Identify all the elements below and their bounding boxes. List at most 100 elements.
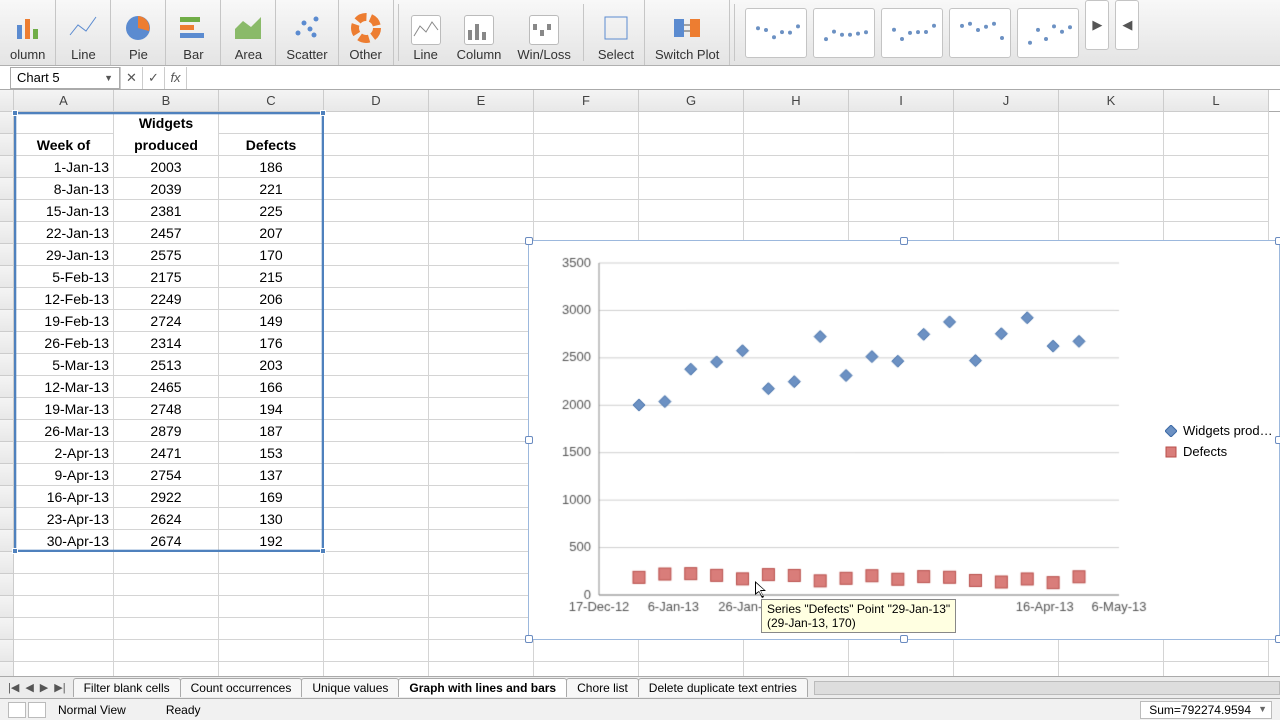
cell[interactable]: 194 <box>219 398 324 420</box>
cell[interactable]: 26-Feb-13 <box>14 332 114 354</box>
cell[interactable] <box>429 398 534 420</box>
cell[interactable] <box>429 244 534 266</box>
cell[interactable]: 26-Mar-13 <box>14 420 114 442</box>
cell[interactable] <box>429 200 534 222</box>
cell[interactable] <box>534 134 639 156</box>
cell[interactable] <box>744 200 849 222</box>
row-header[interactable] <box>0 552 14 574</box>
cell[interactable] <box>429 464 534 486</box>
cell[interactable] <box>324 178 429 200</box>
cell[interactable]: 12-Mar-13 <box>14 376 114 398</box>
row-header[interactable] <box>0 244 14 266</box>
tab-last-icon[interactable]: ▶| <box>52 681 67 694</box>
cell[interactable] <box>14 112 114 134</box>
cell[interactable]: 2879 <box>114 420 219 442</box>
cell[interactable] <box>324 640 429 662</box>
chart-resize-handle[interactable] <box>1275 436 1280 444</box>
cell[interactable] <box>429 112 534 134</box>
cell[interactable] <box>1059 178 1164 200</box>
column-header[interactable]: E <box>429 90 534 112</box>
cell[interactable]: 2175 <box>114 266 219 288</box>
cell[interactable]: 2624 <box>114 508 219 530</box>
cell[interactable]: 15-Jan-13 <box>14 200 114 222</box>
cell[interactable] <box>324 200 429 222</box>
cell[interactable] <box>14 640 114 662</box>
row-header[interactable] <box>0 640 14 662</box>
cell[interactable] <box>219 662 324 676</box>
cell[interactable] <box>849 200 954 222</box>
row-header[interactable] <box>0 574 14 596</box>
status-sum[interactable]: Sum=792274.9594 <box>1140 701 1272 719</box>
cell[interactable] <box>534 112 639 134</box>
cell-header[interactable]: Defects <box>219 134 324 156</box>
row-header[interactable] <box>0 112 14 134</box>
column-header[interactable]: F <box>534 90 639 112</box>
cell[interactable] <box>429 596 534 618</box>
cell[interactable]: 169 <box>219 486 324 508</box>
chart-layout-thumb[interactable] <box>949 8 1011 58</box>
cell[interactable] <box>744 134 849 156</box>
fx-icon[interactable]: fx <box>164 67 186 89</box>
cell[interactable] <box>114 596 219 618</box>
insert-spark-line[interactable]: Line <box>403 0 449 65</box>
cell[interactable] <box>324 244 429 266</box>
cell[interactable]: 187 <box>219 420 324 442</box>
cell[interactable] <box>1059 200 1164 222</box>
cell[interactable]: 2922 <box>114 486 219 508</box>
cell[interactable]: 186 <box>219 156 324 178</box>
cell[interactable] <box>639 662 744 676</box>
sheet-tab[interactable]: Delete duplicate text entries <box>638 678 808 697</box>
cell[interactable] <box>1164 662 1269 676</box>
row-header[interactable] <box>0 156 14 178</box>
cell[interactable] <box>429 156 534 178</box>
chart-layout-thumb[interactable] <box>881 8 943 58</box>
row-header[interactable] <box>0 596 14 618</box>
insert-pie-chart[interactable]: Pie <box>111 0 166 65</box>
cell[interactable] <box>429 376 534 398</box>
cell[interactable] <box>849 178 954 200</box>
cell[interactable]: 2754 <box>114 464 219 486</box>
cell[interactable] <box>324 486 429 508</box>
cell[interactable] <box>849 662 954 676</box>
column-header[interactable]: D <box>324 90 429 112</box>
cell[interactable]: 12-Feb-13 <box>14 288 114 310</box>
row-header[interactable] <box>0 332 14 354</box>
tab-next-icon[interactable]: ▶ <box>38 681 50 694</box>
sheet-tab[interactable]: Unique values <box>301 678 399 697</box>
cell[interactable]: 2513 <box>114 354 219 376</box>
cell[interactable] <box>14 662 114 676</box>
cell[interactable]: 2-Apr-13 <box>14 442 114 464</box>
cell[interactable] <box>954 200 1059 222</box>
cell[interactable] <box>429 266 534 288</box>
cell[interactable] <box>1059 156 1164 178</box>
row-header[interactable] <box>0 354 14 376</box>
cell[interactable] <box>219 574 324 596</box>
cell[interactable]: 2575 <box>114 244 219 266</box>
row-header[interactable] <box>0 398 14 420</box>
cell[interactable]: 22-Jan-13 <box>14 222 114 244</box>
cell[interactable]: 5-Feb-13 <box>14 266 114 288</box>
chart-legend[interactable]: Widgets prod…Defects <box>1165 417 1273 465</box>
cell[interactable]: 2724 <box>114 310 219 332</box>
cell[interactable] <box>954 640 1059 662</box>
sheet-tab[interactable]: Chore list <box>566 678 639 697</box>
cell[interactable] <box>114 552 219 574</box>
cell[interactable] <box>1059 640 1164 662</box>
chart-resize-handle[interactable] <box>1275 635 1280 643</box>
cell[interactable] <box>534 640 639 662</box>
cell[interactable] <box>324 354 429 376</box>
embedded-chart[interactable]: Widgets prod…Defects Series "Defects" Po… <box>528 240 1280 640</box>
tab-first-icon[interactable]: |◀ <box>6 681 21 694</box>
insert-bar-chart[interactable]: Bar <box>166 0 221 65</box>
select-all-corner[interactable] <box>0 90 14 112</box>
cell[interactable] <box>114 618 219 640</box>
column-header[interactable]: J <box>954 90 1059 112</box>
row-header[interactable] <box>0 178 14 200</box>
chart-resize-handle[interactable] <box>1275 237 1280 245</box>
cell[interactable] <box>639 178 744 200</box>
cell[interactable] <box>744 640 849 662</box>
cell[interactable] <box>324 464 429 486</box>
view-normal-icon[interactable] <box>8 702 26 718</box>
cell[interactable]: 29-Jan-13 <box>14 244 114 266</box>
cell[interactable] <box>324 112 429 134</box>
